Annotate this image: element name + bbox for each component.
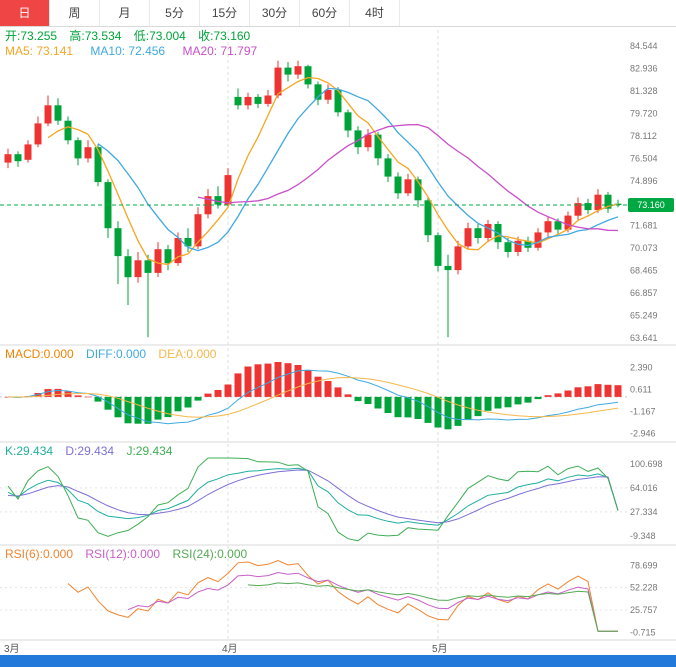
svg-text:3月: 3月 xyxy=(4,643,20,655)
kdj-row: K:29.434 D:29.434 J:29.434 xyxy=(5,444,181,458)
svg-text:76.504: 76.504 xyxy=(630,153,658,163)
ohlc-high: 高:73.534 xyxy=(69,29,122,43)
svg-text:66.857: 66.857 xyxy=(630,288,658,298)
ma-row: MA5: 73.141 MA10: 72.456 MA20: 71.797 xyxy=(5,44,271,58)
macd-layer xyxy=(4,362,622,430)
month-axis-layer: 3月 4月 5月 xyxy=(4,643,448,655)
svg-text:4月: 4月 xyxy=(222,643,238,655)
svg-text:2.390: 2.390 xyxy=(630,362,653,372)
tab-5min[interactable]: 5分 xyxy=(150,0,200,26)
svg-text:52.228: 52.228 xyxy=(630,583,658,593)
ohlc-row: 开:73.255 高:73.534 低:73.004 收:73.160 xyxy=(5,29,259,43)
svg-text:71.681: 71.681 xyxy=(630,221,658,231)
tab-60min[interactable]: 60分 xyxy=(300,0,350,26)
tab-30min[interactable]: 30分 xyxy=(250,0,300,26)
tab-4hour[interactable]: 4时 xyxy=(350,0,400,26)
ohlc-low: 低:73.004 xyxy=(133,29,186,43)
diff-value: DIFF:0.000 xyxy=(86,347,147,361)
ma-lines-layer xyxy=(47,76,619,266)
svg-text:84.544: 84.544 xyxy=(630,41,658,51)
grid-layer xyxy=(0,30,676,641)
bottom-scrollbar[interactable] xyxy=(0,655,676,667)
tab-day[interactable]: 日 xyxy=(0,0,50,26)
current-price-marker: 73.160 xyxy=(0,198,674,212)
svg-text:65.249: 65.249 xyxy=(630,311,658,321)
svg-text:-2.946: -2.946 xyxy=(630,428,656,438)
timeframe-tabbar: 日周月 5分 15分 30分 60分 4时 xyxy=(0,0,676,27)
rsi-row: RSI(6):0.000 RSI(12):0.000 RSI(24):0.000 xyxy=(5,547,256,561)
svg-text:74.896: 74.896 xyxy=(630,176,658,186)
svg-text:82.936: 82.936 xyxy=(630,64,658,74)
rsi24-value: RSI(24):0.000 xyxy=(172,547,248,561)
axis-labels-layer: 84.544 82.936 81.328 79.720 78.112 76.504 74.8… xyxy=(630,41,663,637)
svg-text:64.016: 64.016 xyxy=(630,483,658,493)
k-value: K:29.434 xyxy=(5,444,54,458)
svg-text:0.611: 0.611 xyxy=(630,384,652,394)
ohlc-open: 开:73.255 xyxy=(5,29,58,43)
ma10-value: MA10: 72.456 xyxy=(90,44,166,58)
svg-text:78.699: 78.699 xyxy=(630,560,658,570)
svg-text:-0.715: -0.715 xyxy=(630,627,656,637)
ma5-value: MA5: 73.141 xyxy=(5,44,74,58)
svg-text:79.720: 79.720 xyxy=(630,108,658,118)
svg-text:70.073: 70.073 xyxy=(630,243,658,253)
svg-text:-9.348: -9.348 xyxy=(630,531,656,541)
svg-text:63.641: 63.641 xyxy=(630,333,658,343)
svg-text:81.328: 81.328 xyxy=(630,86,658,96)
rsi-layer xyxy=(67,560,618,632)
svg-text:78.112: 78.112 xyxy=(630,131,657,141)
svg-text:100.698: 100.698 xyxy=(630,459,663,469)
tab-15min[interactable]: 15分 xyxy=(200,0,250,26)
kdj-layer xyxy=(7,457,619,542)
j-value: J:29.434 xyxy=(126,444,173,458)
svg-text:-1.167: -1.167 xyxy=(630,406,656,416)
svg-text:27.334: 27.334 xyxy=(630,507,658,517)
macd-row: MACD:0.000 DIFF:0.000 DEA:0.000 xyxy=(5,347,225,361)
svg-text:25.757: 25.757 xyxy=(630,605,658,615)
rsi12-value: RSI(12):0.000 xyxy=(85,547,161,561)
svg-text:5月: 5月 xyxy=(432,643,448,655)
d-value: D:29.434 xyxy=(65,444,115,458)
rsi6-value: RSI(6):0.000 xyxy=(5,547,74,561)
dea-value: DEA:0.000 xyxy=(158,347,217,361)
tab-week[interactable]: 周 xyxy=(50,0,100,26)
macd-value: MACD:0.000 xyxy=(5,347,74,361)
svg-text:68.465: 68.465 xyxy=(630,266,658,276)
svg-text:73.160: 73.160 xyxy=(637,200,665,210)
tab-month[interactable]: 月 xyxy=(100,0,150,26)
ma20-value: MA20: 71.797 xyxy=(182,44,258,58)
ohlc-close: 收:73.160 xyxy=(198,29,251,43)
